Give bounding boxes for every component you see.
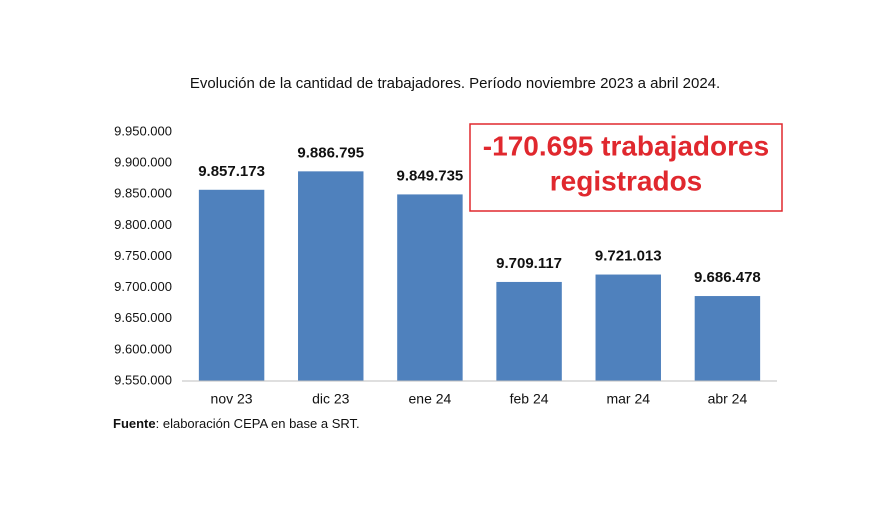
annotation: -170.695 trabajadores [483, 130, 769, 161]
y-tick-label: 9.750.000 [114, 248, 172, 263]
y-tick-label: 9.650.000 [114, 310, 172, 325]
x-tick-label: mar 24 [606, 391, 650, 407]
data-label: 9.686.478 [694, 269, 761, 286]
x-tick-label: nov 23 [211, 391, 253, 407]
y-tick-label: 9.550.000 [114, 372, 172, 387]
bar [298, 171, 364, 381]
data-label: 9.886.795 [297, 144, 364, 161]
y-tick-label: 9.900.000 [114, 155, 172, 170]
y-tick-label: 9.700.000 [114, 279, 172, 294]
y-tick-label: 9.950.000 [114, 123, 172, 138]
bar [496, 281, 562, 381]
chart-title: Evolución de la cantidad de trabajadores… [190, 75, 720, 92]
annotation-box [469, 123, 783, 212]
y-tick-label: 9.600.000 [114, 341, 172, 356]
y-tick-label: 9.850.000 [114, 186, 172, 201]
y-tick-label: 9.800.000 [114, 217, 172, 232]
x-tick-label: feb 24 [510, 391, 549, 407]
x-tick-label: ene 24 [409, 391, 452, 407]
source: Fuente: elaboración CEPA en base a SRT. [113, 416, 360, 431]
bar [595, 274, 661, 381]
data-label: 9.849.735 [397, 167, 464, 184]
annotation: registrados [550, 165, 703, 196]
data-label: 9.721.013 [595, 248, 662, 265]
x-tick-label: abr 24 [708, 391, 748, 407]
bar [198, 189, 265, 381]
source-text: : elaboración CEPA en base a SRT. [156, 416, 360, 431]
data-label: 9.857.173 [198, 163, 265, 180]
source-label: Fuente [113, 416, 156, 431]
x-tick-label: dic 23 [312, 391, 350, 407]
data-label: 9.709.117 [496, 255, 562, 272]
bar [694, 296, 761, 381]
bar [397, 194, 463, 381]
